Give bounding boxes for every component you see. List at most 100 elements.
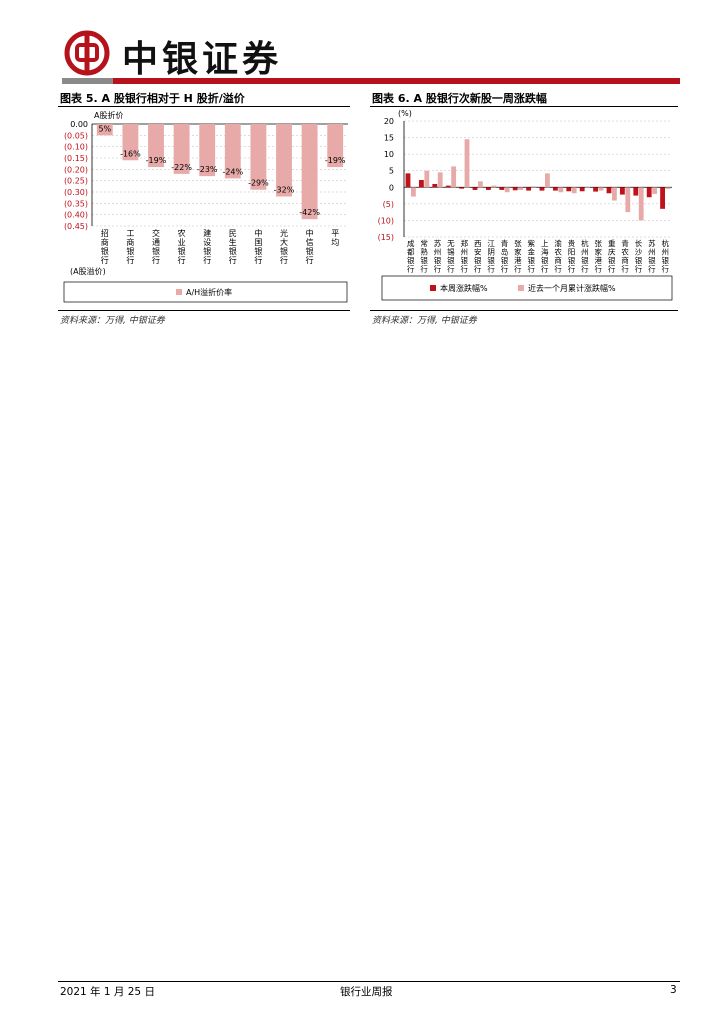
x-tick-label: 成都银行 bbox=[407, 238, 415, 274]
chart-ah-premium: A股折价 0.00 (0.05) (0.10) (0.15) (0.20) (0.25) (0… bbox=[63, 110, 348, 303]
y-tick-label: (5) bbox=[383, 200, 394, 209]
bar bbox=[276, 124, 292, 197]
bar bbox=[250, 124, 267, 190]
y-tick-label: (10) bbox=[378, 216, 394, 225]
x-tick-label: 无锡银行 bbox=[447, 239, 455, 274]
bar bbox=[224, 124, 241, 179]
bar bbox=[539, 187, 545, 191]
bar bbox=[96, 124, 113, 136]
bar bbox=[558, 187, 564, 193]
bar bbox=[512, 187, 518, 191]
bar bbox=[405, 173, 411, 188]
y-tick-label: 15 bbox=[384, 134, 394, 143]
legend-box bbox=[381, 275, 673, 301]
y-tick-label: 0.00 bbox=[70, 120, 88, 129]
x-tick-label: 张家港行 bbox=[514, 239, 522, 274]
bar bbox=[619, 187, 625, 195]
bar bbox=[571, 187, 577, 194]
legend-label: 近去一个月累计涨跌幅% bbox=[528, 283, 616, 293]
figure-5-bottom-rule bbox=[58, 310, 350, 311]
bar bbox=[418, 179, 424, 188]
header-bar-gray bbox=[62, 78, 113, 84]
bar bbox=[625, 187, 631, 213]
y-tick-label: (0.35) bbox=[64, 199, 88, 208]
y-tick-label: (0.05) bbox=[64, 131, 88, 140]
y-tick-label: 0 bbox=[389, 183, 394, 192]
bar bbox=[638, 187, 644, 221]
x-tick-label: 中信银行 bbox=[306, 228, 314, 265]
bar bbox=[437, 172, 443, 188]
y-tick-label: 10 bbox=[384, 150, 394, 159]
figure-5-source: 资料来源：万得, 中银证券 bbox=[60, 316, 165, 326]
y-tick-label: (0.10) bbox=[64, 143, 88, 152]
bar bbox=[633, 187, 639, 196]
bar bbox=[432, 183, 438, 188]
bar bbox=[199, 124, 216, 177]
data-label: -24% bbox=[222, 167, 243, 176]
data-label: -32% bbox=[274, 186, 295, 195]
y-tick-label: (0.45) bbox=[64, 222, 88, 231]
page-number: 3 bbox=[670, 984, 677, 996]
bar bbox=[660, 187, 665, 209]
legend-swatch bbox=[176, 289, 182, 295]
figure-5-title: 图表 5. A 股银行相对于 H 股折/溢价 bbox=[60, 92, 245, 105]
y-tick-label: (0.25) bbox=[64, 177, 88, 186]
figure-6-source: 资料来源：万得, 中银证券 bbox=[372, 316, 477, 326]
bar bbox=[518, 187, 524, 190]
header-bar-red bbox=[113, 78, 680, 84]
figure-6-bottom-rule bbox=[370, 310, 678, 311]
x-tick-label: 工商银行 bbox=[126, 229, 134, 265]
data-label: -22% bbox=[171, 163, 192, 172]
figure-6-title: 图表 6. A 股银行次新股一周涨跌幅 bbox=[372, 92, 547, 105]
bar bbox=[652, 187, 658, 194]
footer-report-name: 银行业周报 bbox=[340, 986, 393, 998]
bar bbox=[485, 187, 491, 190]
bar bbox=[459, 187, 464, 189]
x-tick-label: 青农商行 bbox=[621, 238, 629, 274]
bank-of-china-logo-icon bbox=[64, 30, 110, 76]
y-tick-label: (0.30) bbox=[64, 188, 88, 197]
x-tick-label: 长沙银行 bbox=[635, 238, 643, 274]
bar bbox=[424, 170, 430, 188]
x-tick-label: 交通银行 bbox=[152, 228, 160, 265]
figure-6-title-rule bbox=[370, 106, 678, 107]
bar bbox=[606, 187, 612, 194]
bar bbox=[411, 187, 416, 197]
bar bbox=[598, 187, 604, 191]
x-tick-label: 杭州银行 bbox=[662, 238, 670, 274]
data-label: -19% bbox=[146, 156, 167, 165]
x-tick-label: 上海银行 bbox=[541, 239, 549, 274]
brand-name: 中银证券 bbox=[122, 39, 283, 80]
x-tick-label: 青岛银行 bbox=[501, 238, 509, 274]
bar bbox=[531, 186, 537, 188]
x-tick-label: 贵阳银行 bbox=[568, 238, 576, 274]
bar bbox=[646, 187, 652, 198]
y-tick-label: 5 bbox=[389, 167, 394, 176]
bar bbox=[148, 124, 164, 168]
x-tick-label: 苏州银行 bbox=[434, 238, 442, 274]
bar bbox=[545, 173, 550, 188]
x-tick-label: 张家港行 bbox=[595, 239, 603, 274]
y-tick-label: (15) bbox=[378, 233, 394, 242]
x-tick-label: 重庆银行 bbox=[608, 239, 616, 274]
x-tick-label: 郑州银行 bbox=[461, 238, 469, 274]
footer-rule bbox=[58, 981, 680, 982]
x-tick-label: 苏州银行 bbox=[648, 238, 656, 274]
x-tick-label: 招商银行 bbox=[101, 228, 109, 265]
bar bbox=[593, 187, 598, 192]
data-label: 5% bbox=[98, 124, 111, 133]
bar bbox=[301, 124, 318, 220]
data-label: -19% bbox=[325, 156, 346, 165]
bar bbox=[478, 181, 483, 188]
bar bbox=[499, 187, 505, 190]
y-axis-label: (%) bbox=[398, 109, 412, 118]
legend-swatch bbox=[430, 285, 436, 291]
legend-swatch bbox=[518, 285, 524, 291]
data-label: -16% bbox=[120, 149, 141, 158]
bar bbox=[327, 124, 344, 168]
data-label: -42% bbox=[299, 208, 320, 217]
x-tick-label: 平均 bbox=[331, 229, 339, 247]
bar bbox=[579, 187, 585, 192]
legend-box bbox=[63, 281, 348, 303]
x-tick-label: 建设银行 bbox=[203, 228, 211, 265]
